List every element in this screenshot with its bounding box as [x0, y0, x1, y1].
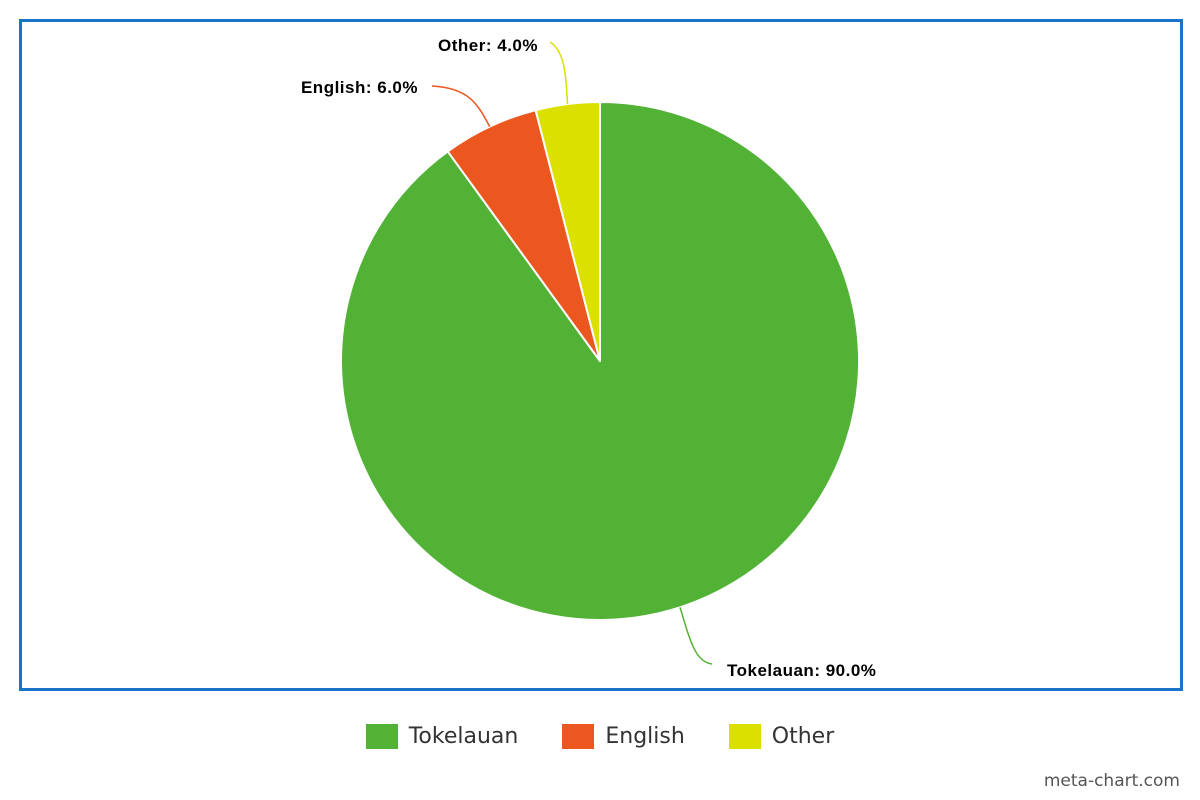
- legend-swatch-tokelauan: [365, 724, 398, 749]
- connector-other: [549, 41, 569, 105]
- legend-item-english[interactable]: English: [562, 724, 685, 749]
- data-label-tokelauan: Tokelauan: 90.0%: [727, 661, 876, 680]
- data-label-english: English: 6.0%: [301, 78, 418, 97]
- data-label-other: Other: 4.0%: [438, 36, 538, 55]
- chart-frame: [19, 19, 1183, 691]
- connector-tokelauan: [679, 607, 713, 665]
- legend-label-other: Other: [771, 724, 835, 749]
- legend-swatch-english: [562, 724, 595, 749]
- legend-swatch-other: [728, 724, 761, 749]
- legend-item-tokelauan[interactable]: Tokelauan: [365, 724, 519, 749]
- legend-label-english: English: [605, 724, 685, 749]
- legend: Tokelauan English Other: [0, 724, 1200, 749]
- watermark-text: meta-chart.com: [1043, 771, 1180, 791]
- legend-label-tokelauan: Tokelauan: [408, 724, 519, 749]
- connector-english: [431, 85, 491, 128]
- pie-slice-other[interactable]: [534, 101, 601, 362]
- legend-item-other[interactable]: Other: [728, 724, 835, 749]
